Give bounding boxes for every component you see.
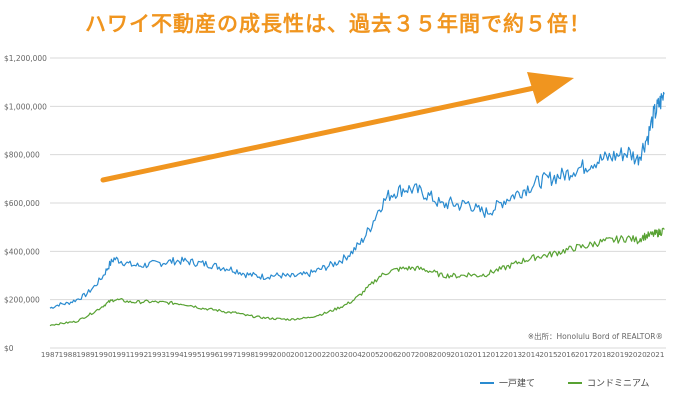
x-tick-label: 2018 [593,350,612,359]
x-tick-label: 2016 [557,350,576,359]
x-tick-label: 2012 [486,350,504,359]
x-tick-label: 1989 [76,350,95,359]
x-tick-label: 2004 [344,350,363,359]
series-line-condominium [49,227,665,327]
x-tick-label: 1998 [237,350,256,359]
x-tick-label: 2000 [272,350,291,359]
x-tick-label: 1994 [165,350,184,359]
x-tick-label: 2013 [504,350,522,359]
growth-arrow [100,72,574,183]
series-lines [49,91,665,327]
series-line-detached-house [49,91,665,309]
x-tick-label: 1996 [201,350,220,359]
x-tick-label: 2010 [450,350,469,359]
x-tick-label: 1990 [94,350,113,359]
x-tick-label: 2005 [361,350,379,359]
x-axis-ticks: 1987 1988 1989 1990 1991 1992 1993 1994 1995 1996… [41,350,665,359]
source-note: ※出所：Honolulu Bord of REALTOR® [528,331,663,341]
x-tick-label: 2006 [379,350,398,359]
x-tick-label: 2009 [433,350,452,359]
x-tick-label: 2008 [415,350,434,359]
x-tick-label: 1993 [148,350,166,359]
growth-arrow-head [527,72,574,104]
x-tick-label: 1988 [59,350,78,359]
y-axis-ticks: $0 $200,000 $400,000 $600,000 $800,000 $1,000… [4,54,47,353]
grid-lines [50,57,666,349]
legend: 一戸建て コンドミニアム [480,377,649,389]
x-tick-label: 2015 [539,350,557,359]
x-tick-label: 2017 [575,350,593,359]
x-tick-label: 1987 [41,350,59,359]
growth-arrow-shaft [100,85,537,183]
y-tick-label: $200,000 [4,296,40,305]
x-tick-label: 2001 [290,350,308,359]
x-tick-label: 2002 [308,350,326,359]
x-tick-label: 1999 [254,350,273,359]
y-tick-label: $600,000 [4,199,40,208]
chart-title: ハワイ不動産の成長性は、過去３５年間で約５倍！ [85,12,591,36]
y-tick-label: $0 [4,344,14,353]
x-tick-label: 2019 [611,350,630,359]
x-tick-label: 1997 [219,350,237,359]
legend-label: 一戸建て [499,377,535,389]
x-tick-label: 1992 [130,350,148,359]
x-tick-label: 2003 [326,350,344,359]
x-tick-label: 1991 [112,350,130,359]
x-tick-label: 2007 [397,350,415,359]
y-tick-label: $1,200,000 [4,54,47,63]
x-tick-label: 2011 [468,350,486,359]
x-tick-label: 1995 [183,350,201,359]
y-tick-label: $1,000,000 [4,102,47,111]
x-tick-label: 2020 [628,350,647,359]
x-tick-label: 2021 [646,350,664,359]
y-tick-label: $400,000 [4,247,40,256]
legend-label: コンドミニアム [587,378,649,389]
y-tick-label: $800,000 [4,151,40,160]
x-tick-label: 2014 [522,350,541,359]
